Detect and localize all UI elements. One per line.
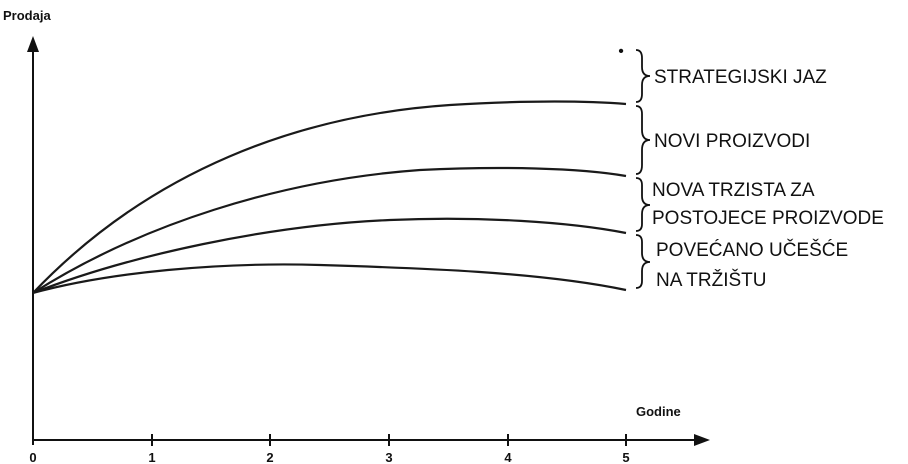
brace-strategic-gap [635,49,651,103]
x-tick-label-1: 1 [148,450,155,464]
x-axis-arrowhead [694,434,710,446]
curve-market-share [32,217,627,295]
brace-new-products [635,105,651,175]
label-market-share-line-1: POVEĆANO UČEŠĆE [656,239,848,261]
x-tick-label-5: 5 [622,450,629,464]
y-axis-title: Prodaja [3,8,51,23]
x-tick-label-3: 3 [385,450,392,464]
target-marker: • [618,43,624,60]
label-new-markets-line-2: POSTOJECE PROIZVODE [652,208,884,229]
curve-new-markets [32,166,627,294]
label-new-markets-line-1: NOVA TRZISTA ZA [652,180,815,201]
curve-current-sales [32,263,627,295]
label-new-products: NOVI PROIZVODI [654,131,810,152]
brace-new-markets [635,177,651,232]
label-market-share-line-2: NA TRŽIŠTU [656,269,767,291]
y-axis-arrowhead [27,36,39,52]
x-axis-title: Godine [636,404,681,419]
curve-new-products [32,100,627,294]
brace-market-share [635,234,651,289]
x-tick-label-4: 4 [504,450,512,464]
x-tick-label-0: 0 [29,450,36,464]
x-tick-label-2: 2 [266,450,273,464]
label-strategic-gap: STRATEGIJSKI JAZ [654,67,827,88]
